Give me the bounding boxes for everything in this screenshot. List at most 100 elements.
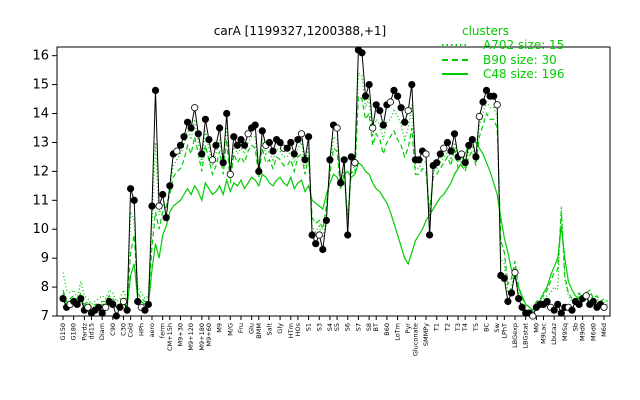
data-point xyxy=(475,112,483,121)
data-point xyxy=(440,144,448,152)
data-point xyxy=(212,141,220,149)
y-tick-label: 16 xyxy=(32,49,49,64)
x-tick-label: T1 xyxy=(433,323,441,332)
data-point xyxy=(425,231,434,239)
data-point xyxy=(98,309,106,317)
data-point xyxy=(290,150,298,158)
data-point xyxy=(408,81,416,89)
data-point xyxy=(116,303,124,311)
x-tick-label: dd15 xyxy=(87,323,95,340)
data-point xyxy=(386,98,394,106)
data-point xyxy=(134,297,142,306)
data-point xyxy=(365,81,373,89)
data-point xyxy=(219,159,227,167)
data-point xyxy=(397,104,405,112)
data-point xyxy=(265,138,273,147)
y-tick-label: 14 xyxy=(32,107,49,122)
x-tick-label: Fru xyxy=(237,323,245,333)
x-tick-label: C90 xyxy=(109,323,117,336)
data-point xyxy=(315,231,323,239)
x-tick-label: Glu xyxy=(248,323,256,334)
data-point xyxy=(479,98,487,106)
data-point xyxy=(255,167,263,175)
data-point xyxy=(468,136,476,144)
x-tick-label: C30 xyxy=(120,323,128,336)
x-tick-label: M0 xyxy=(532,323,540,333)
x-tick-label: G180 xyxy=(70,323,78,340)
data-point xyxy=(322,216,330,225)
x-tick-label: M9Lac xyxy=(539,323,547,344)
data-point xyxy=(443,138,451,147)
x-tick-label: Gly xyxy=(276,323,284,334)
x-tick-label: M9+30 xyxy=(176,323,184,346)
y-tick-label: 8 xyxy=(41,280,49,295)
data-point xyxy=(404,107,412,115)
legend-label-a702: A702 size: 15 xyxy=(483,38,564,52)
x-tick-label: Pyr xyxy=(404,323,412,334)
gene-line xyxy=(62,48,605,318)
legend-title: clusters xyxy=(462,24,509,38)
data-point xyxy=(269,147,277,155)
x-tick-label: M6d xyxy=(600,323,608,337)
x-tick-label: Diam xyxy=(98,323,106,340)
x-tick-label: SMMPy xyxy=(422,323,430,346)
data-point xyxy=(504,297,512,306)
data-point xyxy=(568,306,576,314)
data-point xyxy=(333,124,341,132)
data-point xyxy=(358,49,366,57)
data-point xyxy=(244,130,252,138)
x-tick-label: Pardz xyxy=(80,322,88,340)
x-tick-label: LBGstat xyxy=(522,323,530,349)
data-point xyxy=(187,124,195,132)
x-tick-label: ferm xyxy=(159,323,167,338)
chart-title: carA [1199327,1200388,+1] xyxy=(214,24,386,38)
data-point xyxy=(500,274,508,282)
data-point xyxy=(465,141,473,149)
data-point xyxy=(287,138,295,147)
data-point xyxy=(297,130,306,138)
data-point xyxy=(518,303,526,311)
y-tick-label: 7 xyxy=(41,309,49,324)
data-point xyxy=(390,86,398,95)
plot-area: 7 8 9 10 11 12 13 14 15 16 G150 G180 Pardz dd15 Diam C9… xyxy=(32,46,611,356)
plot-frame xyxy=(56,46,611,317)
x-tick-label: LoTm xyxy=(394,323,402,341)
data-point xyxy=(422,150,430,158)
x-tick-label: LPhT xyxy=(500,323,508,339)
x-tick-label: BC xyxy=(483,323,491,332)
x-tick-label: HTm xyxy=(287,323,295,338)
data-point xyxy=(369,124,377,132)
x-tick-label: S8 xyxy=(365,323,373,331)
data-point xyxy=(84,303,92,311)
y-tick-label: 10 xyxy=(32,222,49,237)
data-point xyxy=(511,268,519,277)
x-tick-label: M9Sq xyxy=(561,323,569,341)
data-point xyxy=(507,289,516,297)
data-point xyxy=(102,303,110,311)
data-point xyxy=(141,306,149,314)
data-point xyxy=(351,159,359,167)
data-point xyxy=(493,101,501,109)
data-point xyxy=(223,109,231,118)
x-tick-label: LBGexp xyxy=(511,323,519,348)
data-point xyxy=(184,118,192,126)
data-point xyxy=(208,156,217,164)
data-point xyxy=(233,141,241,149)
x-tick-label: M9d0 xyxy=(579,323,587,341)
data-point xyxy=(554,300,562,308)
data-point xyxy=(401,118,409,126)
legend: clusters A702 size: 15 B90 size: 30 C48 … xyxy=(442,24,565,81)
data-point xyxy=(194,130,202,138)
data-point xyxy=(159,190,167,199)
x-tick-label: S6 xyxy=(344,323,352,331)
data-point xyxy=(77,294,85,303)
data-point xyxy=(347,153,355,161)
data-point xyxy=(308,231,316,239)
data-point xyxy=(198,150,206,158)
legend-label-c48: C48 size: 196 xyxy=(483,67,565,81)
data-point xyxy=(112,312,121,320)
y-tick-label: 15 xyxy=(32,78,49,93)
data-point xyxy=(205,136,213,144)
data-point xyxy=(240,141,249,149)
data-point xyxy=(450,130,459,138)
